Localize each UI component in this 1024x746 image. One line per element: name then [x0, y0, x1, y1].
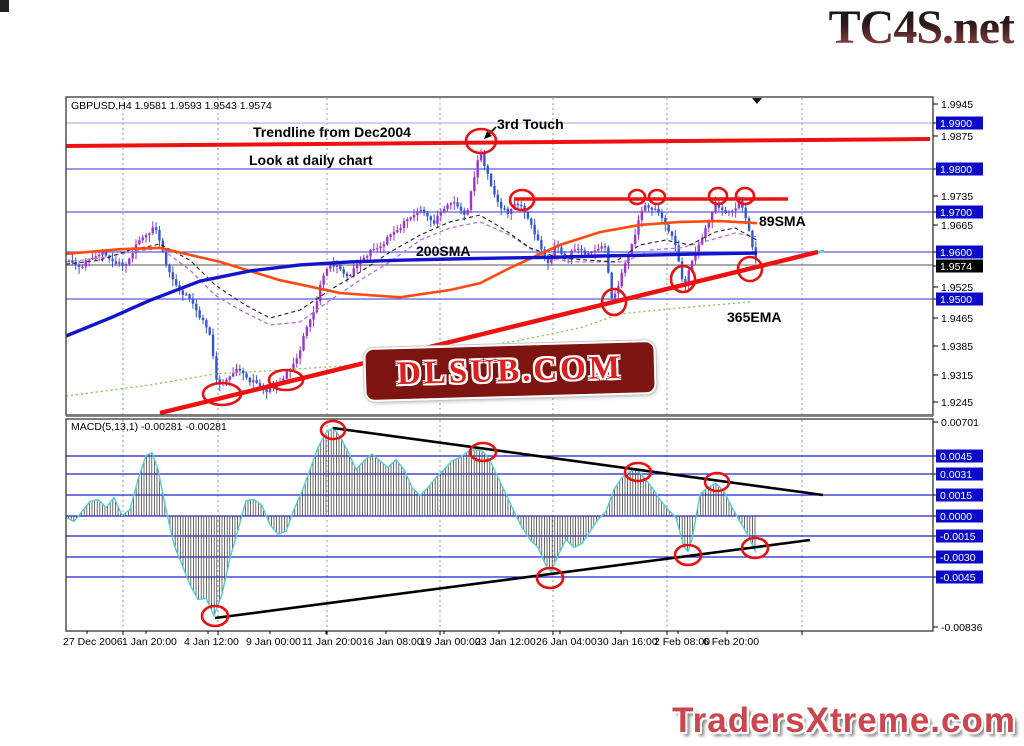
annotation-third-touch-label: 3rd Touch	[497, 116, 564, 132]
annotation-89sma-label: 89SMA	[759, 213, 806, 229]
svg-text:0.0000: 0.0000	[940, 511, 972, 523]
svg-text:23 Jan 12:00: 23 Jan 12:00	[475, 636, 536, 648]
highlight-circles	[200, 127, 770, 628]
svg-text:1.9315: 1.9315	[941, 370, 973, 382]
svg-text:1.9574: 1.9574	[940, 261, 972, 273]
svg-text:2 Feb 08:00: 2 Feb 08:00	[654, 636, 710, 648]
svg-text:16 Jan 08:00: 16 Jan 08:00	[362, 636, 423, 648]
tradersxtreme-logo: TradersXtreme.com	[672, 701, 1016, 740]
svg-text:11 Jan 20:00: 11 Jan 20:00	[302, 636, 362, 648]
dlsub-watermark: DLSUB.COM	[365, 341, 655, 401]
panel-frames	[65, 96, 934, 632]
svg-text:1.9600: 1.9600	[940, 247, 972, 259]
svg-text:1.9900: 1.9900	[940, 118, 972, 130]
svg-text:6 Feb 20:00: 6 Feb 20:00	[703, 636, 759, 648]
svg-text:1.9945: 1.9945	[941, 99, 973, 111]
svg-text:0.0031: 0.0031	[940, 469, 972, 481]
svg-text:1.9465: 1.9465	[941, 313, 973, 325]
svg-text:-0.0030: -0.0030	[940, 552, 976, 564]
macd-indicator-info: MACD(5,13,1) -0.00281 -0.00281	[71, 421, 227, 433]
symbol-ohlc-info: GBPUSD,H4 1.9581 1.9593 1.9543 1.9574	[71, 100, 272, 112]
svg-text:1.9525: 1.9525	[941, 282, 973, 294]
svg-text:4 Jan 12:00: 4 Jan 12:00	[184, 636, 239, 648]
svg-text:0.0015: 0.0015	[940, 490, 972, 502]
svg-text:30 Jan 16:00: 30 Jan 16:00	[597, 636, 658, 648]
svg-text:1.9500: 1.9500	[940, 294, 972, 306]
svg-text:-0.0045: -0.0045	[940, 572, 976, 584]
svg-text:26 Jan 04:00: 26 Jan 04:00	[536, 636, 597, 648]
annotation-200sma-label: 200SMA	[416, 243, 471, 259]
red-trendlines	[65, 137, 931, 416]
macd-trendlines	[214, 426, 824, 620]
svg-text:1.9735: 1.9735	[941, 191, 973, 203]
candlesticks	[67, 148, 757, 399]
svg-text:1.9665: 1.9665	[941, 220, 973, 232]
gridlines	[66, 98, 933, 630]
dlsub-watermark-text: DLSUB.COM	[396, 349, 624, 392]
svg-text:-0.00836: -0.00836	[941, 622, 983, 634]
svg-text:27 Dec 2006: 27 Dec 2006	[63, 636, 123, 648]
svg-text:9 Jan 00:00: 9 Jan 00:00	[246, 636, 301, 648]
svg-text:1.9875: 1.9875	[941, 131, 973, 143]
svg-text:1.9800: 1.9800	[940, 164, 972, 176]
annotation-365ema-label: 365EMA	[727, 309, 782, 325]
price-axis-labels: 1.99451.99001.98751.98001.97351.97001.96…	[933, 99, 983, 634]
annotation-trendline-label: Trendline from Dec2004	[253, 124, 411, 140]
time-axis-labels: 27 Dec 2006 1 Jan 20:00 4 Jan 12:00 9 Jan 0…	[63, 631, 803, 648]
svg-text:1.9700: 1.9700	[940, 207, 972, 219]
macd-histogram	[65, 428, 756, 615]
svg-text:1.9245: 1.9245	[941, 397, 973, 409]
svg-text:0.00701: 0.00701	[941, 417, 979, 429]
corner-artifact	[0, 0, 9, 12]
last-bar-marker	[752, 98, 762, 104]
tc4s-logo: TC4S.net	[828, 1, 1015, 54]
svg-text:1 Jan 20:00: 1 Jan 20:00	[122, 636, 177, 648]
svg-text:-0.0015: -0.0015	[940, 531, 976, 543]
svg-text:0.0045: 0.0045	[940, 451, 972, 463]
annotation-daily-chart-label: Look at daily chart	[249, 152, 373, 168]
svg-text:19 Jan 00:00: 19 Jan 00:00	[420, 636, 481, 648]
svg-text:1.9385: 1.9385	[941, 341, 973, 353]
